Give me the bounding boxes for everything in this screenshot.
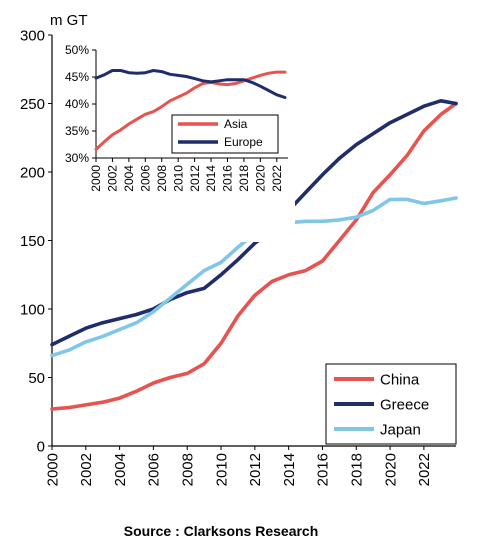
main-x-tick-label: 2010 (213, 453, 230, 486)
main-x-tick-label: 2014 (281, 453, 298, 486)
inset-chart: 30% 35% 40% 45% 50% 2000 2002 2004 2006 2008 2010… (65, 42, 295, 242)
main-y-tick-label: 0 (37, 438, 45, 455)
main-unit-label: m GT (50, 12, 88, 29)
inset-legend: Asia Europe (171, 114, 279, 154)
main-y-tick-label: 200 (20, 164, 45, 181)
inset-y-tick-label: 30% (65, 151, 89, 165)
main-y-tick-label: 50 (28, 370, 45, 387)
main-x-tick-label: 2004 (112, 453, 129, 486)
inset-x-tick-label: 2020 (254, 165, 268, 192)
main-y-tick-label: 250 (20, 96, 45, 113)
main-y-tick-label: 150 (20, 233, 45, 250)
inset-x-tick-label: 2010 (171, 165, 185, 192)
inset-legend-label-europe: Europe (224, 135, 263, 149)
main-x-tick-label: 2016 (315, 453, 332, 486)
inset-legend-box (171, 114, 279, 154)
inset-x-tick-label: 2012 (188, 165, 202, 192)
main-series-line-china (50, 101, 458, 411)
main-legend: China Greece Japan (325, 363, 457, 445)
inset-series-line-europe (94, 69, 287, 99)
inset-x-tick-label: 2000 (89, 165, 103, 192)
inset-x-tick-label: 2004 (122, 165, 136, 192)
main-y-tick-label: 100 (20, 301, 45, 318)
inset-y-tick-label: 35% (65, 124, 89, 138)
inset-y-ticks: 30% 35% 40% 45% 50% (65, 43, 96, 165)
inset-x-tick-label: 2002 (106, 165, 120, 192)
main-x-tick-label: 2020 (382, 453, 399, 486)
main-x-ticks: 2000 2002 2004 2006 2008 2010 2012 2014 2016 2018… (44, 446, 433, 486)
main-x-tick-label: 2006 (146, 453, 163, 486)
inset-y-tick-label: 50% (65, 43, 89, 57)
inset-legend-label-asia: Asia (224, 117, 248, 131)
main-series-line-greece (50, 99, 458, 347)
main-legend-items: China Greece Japan (334, 371, 429, 438)
inset-x-tick-label: 2014 (204, 165, 218, 192)
main-x-tick-label: 2012 (247, 453, 264, 486)
main-legend-label-japan: Japan (380, 421, 421, 438)
main-x-tick-label: 2022 (416, 453, 433, 486)
inset-legend-items: Asia Europe (178, 117, 263, 149)
inset-y-tick-label: 40% (65, 97, 89, 111)
main-x-tick-label: 2008 (179, 453, 196, 486)
main-y-ticks: 0 50 100 150 200 250 300 (20, 27, 52, 455)
inset-series-lines (94, 69, 287, 151)
inset-y-tick-label: 45% (65, 70, 89, 84)
inset-x-tick-label: 2022 (270, 165, 284, 192)
main-legend-label-greece: Greece (380, 396, 429, 413)
main-x-tick-label: 2018 (349, 453, 366, 486)
main-x-tick-label: 2000 (44, 453, 61, 486)
main-y-tick-label: 300 (20, 27, 45, 44)
inset-x-tick-label: 2016 (221, 165, 235, 192)
inset-x-tick-label: 2008 (155, 165, 169, 192)
source-note: Source : Clarksons Research (124, 523, 319, 539)
inset-x-ticks: 2000 2002 2004 2006 2008 2010 2012 2014 2016 2018… (89, 158, 284, 192)
inset-x-tick-label: 2006 (139, 165, 153, 192)
inset-series-line-asia (94, 70, 287, 151)
main-legend-label-china: China (380, 371, 420, 388)
main-x-tick-label: 2002 (78, 453, 95, 486)
inset-x-tick-label: 2018 (237, 165, 251, 192)
